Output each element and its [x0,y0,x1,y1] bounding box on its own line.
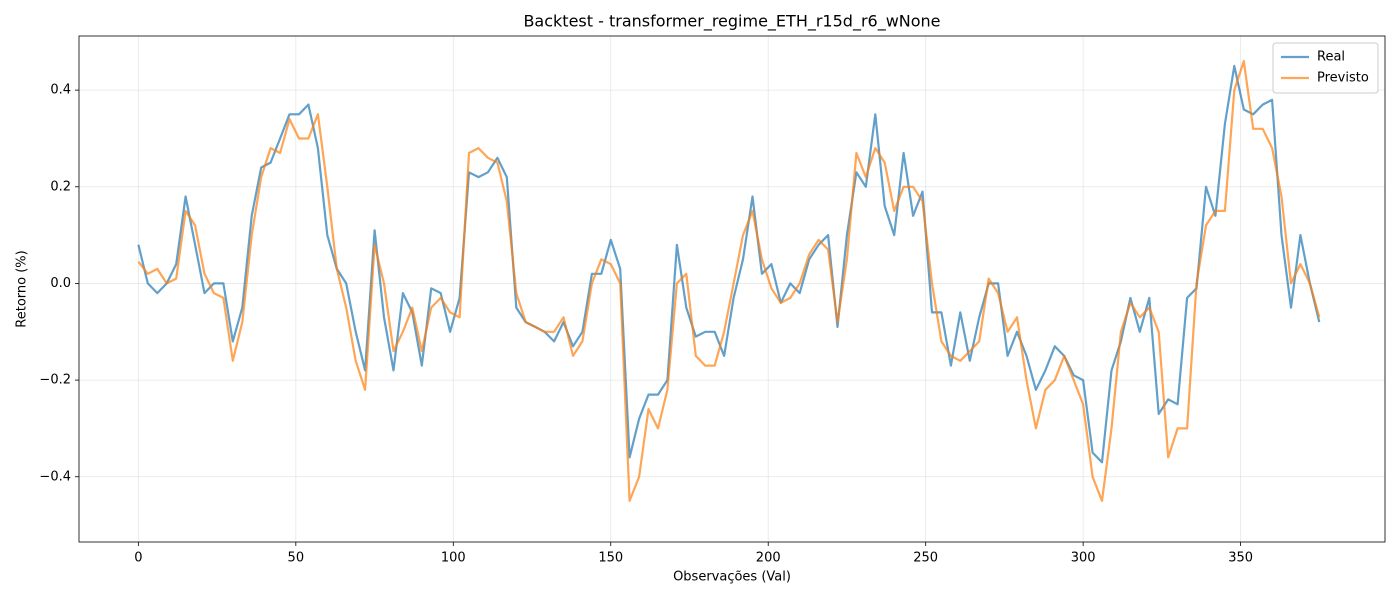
x-tick-label: 350 [1228,551,1253,566]
x-tick-label: 100 [441,551,466,566]
x-tick-label: 50 [288,551,305,566]
x-tick-label: 250 [913,551,938,566]
y-tick-label: 0.0 [50,276,71,291]
chart-title: Backtest - transformer_regime_ETH_r15d_r… [523,12,940,32]
x-tick-label: 150 [598,551,623,566]
legend-label: Previsto [1317,71,1369,86]
x-tick-label: 0 [134,551,142,566]
y-tick-label: 0.2 [50,179,71,194]
plot-frame [78,35,1386,543]
series-line [137,59,1321,502]
x-axis-label: Observações (Val) [673,570,791,585]
legend-label: Real [1317,50,1345,65]
y-tick-label: 0.4 [50,83,71,98]
series-line [137,64,1321,464]
x-tick-label: 200 [756,551,781,566]
y-tick-label: −0.4 [39,469,71,484]
legend-box [1272,42,1379,94]
x-tick-label: 300 [1071,551,1096,566]
y-tick-label: −0.2 [39,373,71,388]
y-axis-label: Retorno (%) [15,250,30,327]
